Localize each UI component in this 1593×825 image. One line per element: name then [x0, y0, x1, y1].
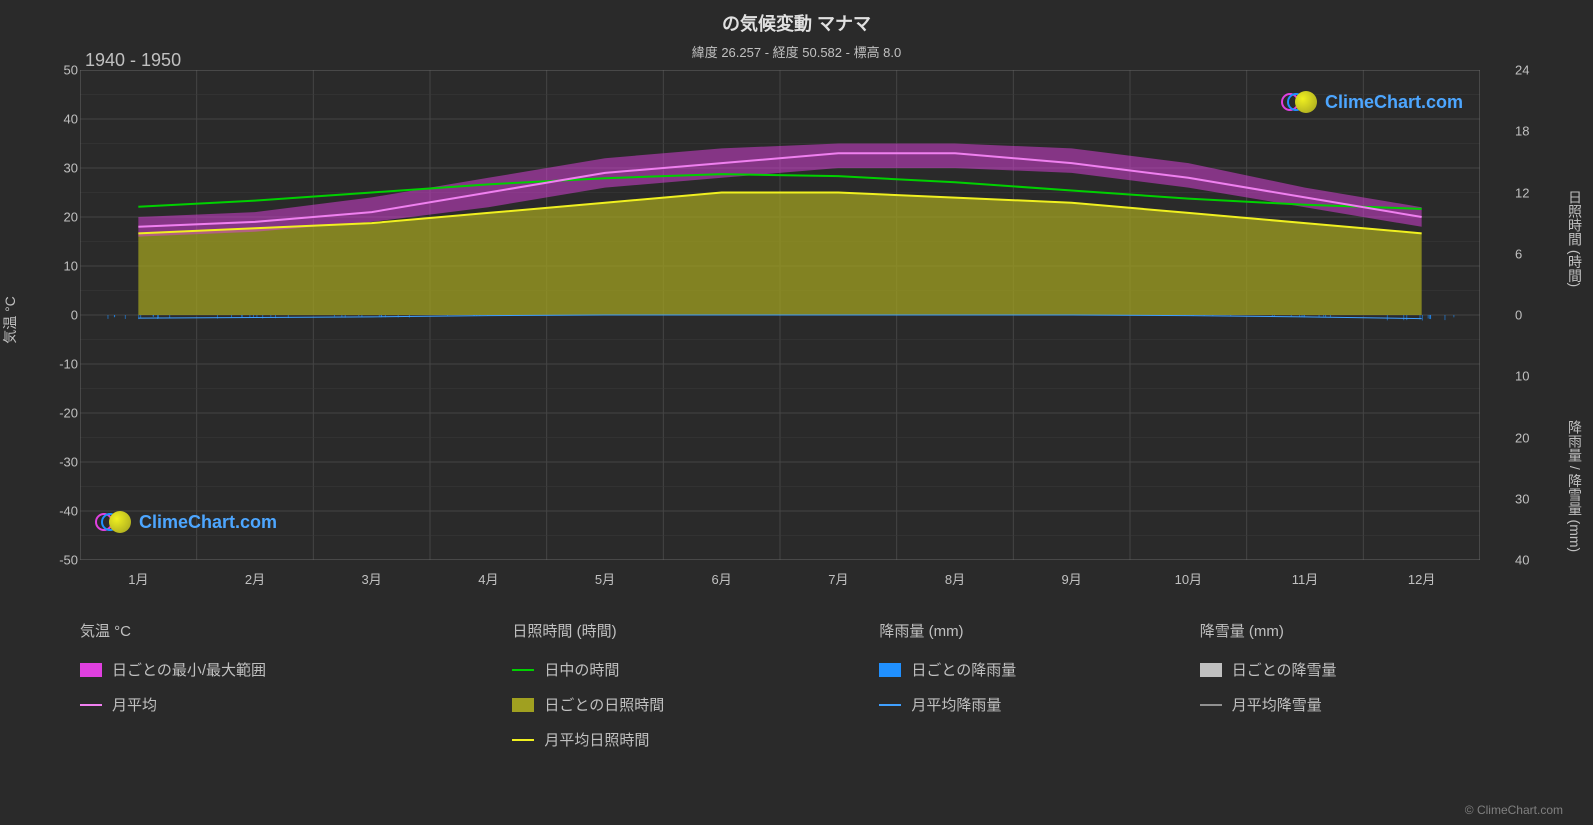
legend-swatch — [80, 704, 102, 706]
y-tick-left: 50 — [40, 63, 78, 78]
legend-item: 月平均 — [80, 694, 472, 715]
y-tick-left: 30 — [40, 161, 78, 176]
watermark-text: ClimeChart.com — [139, 512, 277, 533]
legend-label: 月平均降雨量 — [911, 694, 1001, 715]
legend-header: 気温 °C — [80, 620, 472, 641]
legend-item: 月平均降雪量 — [1200, 694, 1480, 715]
x-axis: 1月 2月 3月 4月 5月 6月 7月 8月 9月 10月 11月 12月 — [80, 565, 1480, 595]
chart-subtitle: 緯度 26.257 - 経度 50.582 - 標高 8.0 — [0, 36, 1593, 61]
legend-label: 日ごとの最小/最大範囲 — [112, 659, 266, 680]
y-tick-right: 10 — [1515, 369, 1553, 384]
y-axis-left-label: 気温 °C — [0, 296, 20, 344]
x-tick: 12月 — [1408, 569, 1435, 588]
legend-label: 月平均日照時間 — [544, 729, 649, 750]
legend-item: 日中の時間 — [512, 659, 839, 680]
y-tick-left: -10 — [40, 357, 78, 372]
x-tick: 2月 — [245, 569, 265, 588]
legend-item: 日ごとの降雨量 — [879, 659, 1159, 680]
legend-header: 降雪量 (mm) — [1200, 620, 1480, 641]
chart-title: の気候変動 マナマ — [0, 0, 1593, 36]
x-tick: 4月 — [478, 569, 498, 588]
legend-header: 降雨量 (mm) — [879, 620, 1159, 641]
legend-swatch — [80, 663, 102, 677]
x-tick: 8月 — [945, 569, 965, 588]
y-axis-right-label-2: 降雨量 / 降雪量 (mm) — [1565, 420, 1585, 552]
x-tick: 1月 — [128, 569, 148, 588]
legend-swatch — [1200, 663, 1222, 677]
logo-icon — [1281, 90, 1317, 114]
legend-label: 日中の時間 — [544, 659, 619, 680]
legend-swatch — [879, 704, 901, 706]
legend-column: 気温 °C 日ごとの最小/最大範囲月平均 — [80, 620, 472, 750]
credit-text: © ClimeChart.com — [1465, 803, 1563, 817]
watermark-text: ClimeChart.com — [1325, 92, 1463, 113]
y-tick-right: 12 — [1515, 185, 1553, 200]
y-tick-right: 20 — [1515, 430, 1553, 445]
legend-swatch — [1200, 704, 1222, 706]
logo-icon — [95, 510, 131, 534]
watermark-bottom: ClimeChart.com — [95, 510, 277, 534]
x-tick: 3月 — [362, 569, 382, 588]
x-tick: 10月 — [1175, 569, 1202, 588]
y-tick-left: -40 — [40, 504, 78, 519]
watermark-top: ClimeChart.com — [1281, 90, 1463, 114]
x-tick: 5月 — [595, 569, 615, 588]
legend-column: 降雪量 (mm) 日ごとの降雪量月平均降雪量 — [1200, 620, 1480, 750]
y-tick-right: 24 — [1515, 63, 1553, 78]
year-range-label: 1940 - 1950 — [85, 50, 181, 71]
y-tick-right: 40 — [1515, 553, 1553, 568]
y-axis-left: 50403020100-10-20-30-40-50 — [40, 70, 78, 560]
legend-label: 日ごとの降雨量 — [911, 659, 1016, 680]
legend-swatch — [879, 663, 901, 677]
legend: 気温 °C 日ごとの最小/最大範囲月平均 日照時間 (時間) 日中の時間日ごとの日照時… — [80, 620, 1480, 750]
legend-swatch — [512, 698, 534, 712]
legend-item: 日ごとの降雪量 — [1200, 659, 1480, 680]
legend-item: 月平均日照時間 — [512, 729, 839, 750]
legend-column: 日照時間 (時間) 日中の時間日ごとの日照時間月平均日照時間 — [512, 620, 839, 750]
x-tick: 7月 — [828, 569, 848, 588]
y-axis-right: 2418126010203040 — [1515, 70, 1553, 560]
y-tick-left: 0 — [40, 308, 78, 323]
legend-item: 日ごとの最小/最大範囲 — [80, 659, 472, 680]
legend-label: 日ごとの日照時間 — [544, 694, 664, 715]
legend-swatch — [512, 739, 534, 741]
chart-plot-area — [80, 70, 1480, 560]
y-tick-left: 40 — [40, 112, 78, 127]
y-tick-right: 6 — [1515, 246, 1553, 261]
legend-column: 降雨量 (mm) 日ごとの降雨量月平均降雨量 — [879, 620, 1159, 750]
y-tick-left: -20 — [40, 406, 78, 421]
y-tick-right: 0 — [1515, 308, 1553, 323]
x-tick: 11月 — [1292, 569, 1319, 588]
y-tick-left: 10 — [40, 259, 78, 274]
legend-label: 月平均 — [112, 694, 157, 715]
x-tick: 9月 — [1062, 569, 1082, 588]
y-tick-left: -50 — [40, 553, 78, 568]
legend-label: 日ごとの降雪量 — [1232, 659, 1337, 680]
y-tick-right: 18 — [1515, 124, 1553, 139]
legend-label: 月平均降雪量 — [1232, 694, 1322, 715]
y-tick-left: 20 — [40, 210, 78, 225]
y-axis-right-label-1: 日照時間 (時間) — [1565, 190, 1585, 287]
legend-header: 日照時間 (時間) — [512, 620, 839, 641]
legend-item: 月平均降雨量 — [879, 694, 1159, 715]
y-tick-right: 30 — [1515, 491, 1553, 506]
legend-item: 日ごとの日照時間 — [512, 694, 839, 715]
legend-swatch — [512, 669, 534, 671]
y-tick-left: -30 — [40, 455, 78, 470]
x-tick: 6月 — [712, 569, 732, 588]
